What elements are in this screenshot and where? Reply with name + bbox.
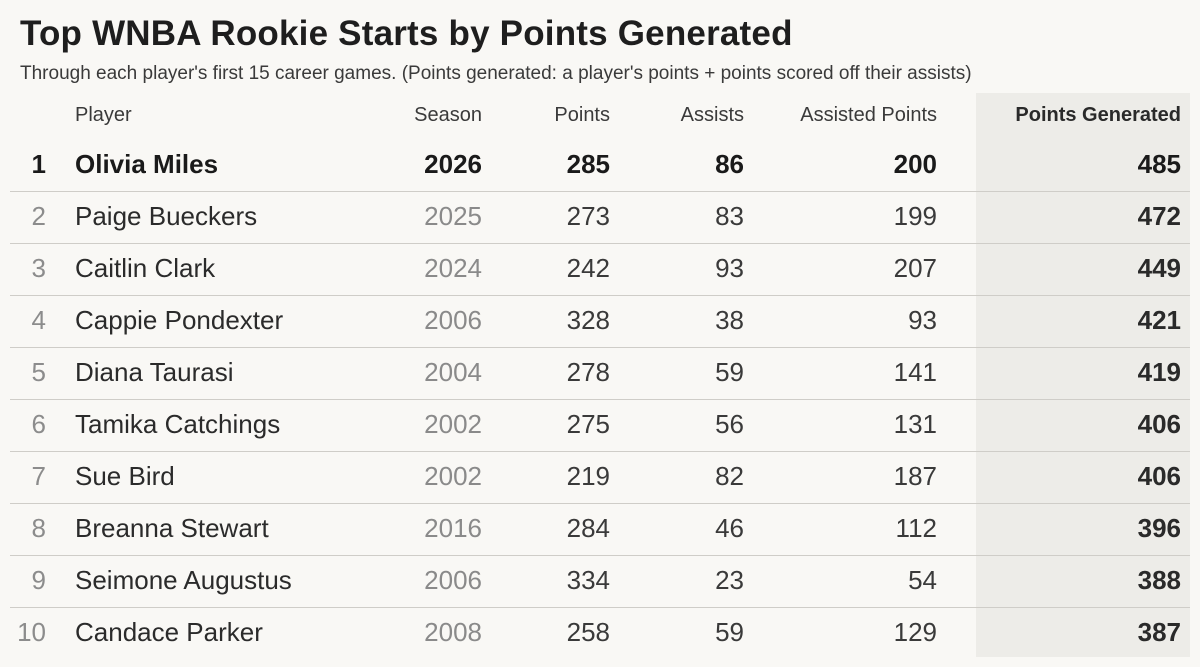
points-generated-cell: 387 <box>1137 617 1181 647</box>
points-cell: 273 <box>566 201 610 231</box>
points-generated-cell: 406 <box>1137 461 1181 491</box>
points-generated-cell: 485 <box>1137 149 1181 179</box>
season-cell: 2024 <box>424 253 482 283</box>
points-cell: 219 <box>566 461 610 491</box>
season-cell: 2004 <box>424 357 482 387</box>
points-cell: 258 <box>566 617 610 647</box>
chart-title: Top WNBA Rookie Starts by Points Generat… <box>20 14 793 53</box>
assisted-points-cell: 199 <box>893 201 937 231</box>
points-cell: 278 <box>566 357 610 387</box>
points-generated-cell: 449 <box>1137 253 1181 283</box>
season-cell: 2026 <box>424 149 482 179</box>
season-cell: 2016 <box>424 513 482 543</box>
season-cell: 2008 <box>424 617 482 647</box>
player-cell: Paige Bueckers <box>75 201 258 231</box>
assists-cell: 59 <box>715 357 744 387</box>
season-cell: 2025 <box>424 201 482 231</box>
points-generated-column-highlight <box>976 93 1190 657</box>
points-cell: 285 <box>566 149 610 179</box>
points-cell: 284 <box>566 513 610 543</box>
assists-cell: 82 <box>715 461 744 491</box>
table-row: 1 Olivia Miles 2026 285 86 200 485 <box>10 139 1190 192</box>
assists-cell: 56 <box>715 409 744 439</box>
header-player: Player <box>75 104 132 126</box>
player-cell: Sue Bird <box>75 461 175 491</box>
rank-cell: 1 <box>31 149 46 179</box>
player-cell: Diana Taurasi <box>75 357 234 387</box>
table-row: 2 Paige Bueckers 2025 273 83 199 472 <box>10 191 1190 244</box>
table-row: 8 Breanna Stewart 2016 284 46 112 396 <box>10 503 1190 556</box>
player-cell: Seimone Augustus <box>75 565 292 595</box>
table-row: 3 Caitlin Clark 2024 242 93 207 449 <box>10 243 1190 296</box>
header-season: Season <box>414 104 482 126</box>
assisted-points-cell: 141 <box>893 357 937 387</box>
assisted-points-cell: 131 <box>893 409 937 439</box>
player-cell: Tamika Catchings <box>75 409 281 439</box>
assisted-points-cell: 207 <box>893 253 937 283</box>
rank-cell: 4 <box>31 305 46 335</box>
table-row: 10 Candace Parker 2008 258 59 129 387 <box>10 607 1190 659</box>
rank-cell: 6 <box>31 409 46 439</box>
assists-cell: 86 <box>715 149 744 179</box>
table-row: 4 Cappie Pondexter 2006 328 38 93 421 <box>10 295 1190 348</box>
points-generated-cell: 421 <box>1137 305 1181 335</box>
assisted-points-cell: 187 <box>893 461 937 491</box>
points-generated-cell: 388 <box>1137 565 1181 595</box>
assists-cell: 59 <box>715 617 744 647</box>
season-cell: 2002 <box>424 461 482 491</box>
player-cell: Olivia Miles <box>75 149 219 179</box>
points-generated-cell: 472 <box>1137 201 1181 231</box>
assisted-points-cell: 129 <box>893 617 937 647</box>
header-points: Points <box>554 104 610 126</box>
header-assists: Assists <box>680 104 744 126</box>
points-cell: 242 <box>566 253 610 283</box>
assists-cell: 38 <box>715 305 744 335</box>
assists-cell: 83 <box>715 201 744 231</box>
table-row: 9 Seimone Augustus 2006 334 23 54 388 <box>10 555 1190 608</box>
assisted-points-cell: 200 <box>893 149 937 179</box>
assisted-points-cell: 54 <box>908 565 937 595</box>
points-generated-cell: 419 <box>1137 357 1181 387</box>
table-row: 7 Sue Bird 2002 219 82 187 406 <box>10 451 1190 504</box>
season-cell: 2002 <box>424 409 482 439</box>
points-generated-cell: 406 <box>1137 409 1181 439</box>
assists-cell: 93 <box>715 253 744 283</box>
rank-cell: 8 <box>31 513 46 543</box>
table-header: Player Season Points Assists Assisted Po… <box>0 93 1200 139</box>
header-assisted-points: Assisted Points <box>800 104 937 126</box>
assists-cell: 46 <box>715 513 744 543</box>
assisted-points-cell: 93 <box>908 305 937 335</box>
assists-cell: 23 <box>715 565 744 595</box>
rank-cell: 7 <box>31 461 46 491</box>
season-cell: 2006 <box>424 565 482 595</box>
player-cell: Candace Parker <box>75 617 263 647</box>
chart-subtitle: Through each player's first 15 career ga… <box>20 63 972 84</box>
points-cell: 328 <box>566 305 610 335</box>
table-row: 5 Diana Taurasi 2004 278 59 141 419 <box>10 347 1190 400</box>
points-cell: 275 <box>566 409 610 439</box>
player-cell: Caitlin Clark <box>75 253 216 283</box>
rank-cell: 9 <box>31 565 46 595</box>
player-cell: Breanna Stewart <box>75 513 269 543</box>
table-row: 6 Tamika Catchings 2002 275 56 131 406 <box>10 399 1190 452</box>
rank-cell: 2 <box>31 201 46 231</box>
points-generated-cell: 396 <box>1137 513 1181 543</box>
rank-cell: 5 <box>31 357 46 387</box>
season-cell: 2006 <box>424 305 482 335</box>
header-points-generated: Points Generated <box>1015 104 1181 126</box>
rank-cell: 10 <box>17 617 46 647</box>
player-cell: Cappie Pondexter <box>75 305 284 335</box>
points-cell: 334 <box>566 565 610 595</box>
rank-cell: 3 <box>31 253 46 283</box>
assisted-points-cell: 112 <box>895 513 937 543</box>
